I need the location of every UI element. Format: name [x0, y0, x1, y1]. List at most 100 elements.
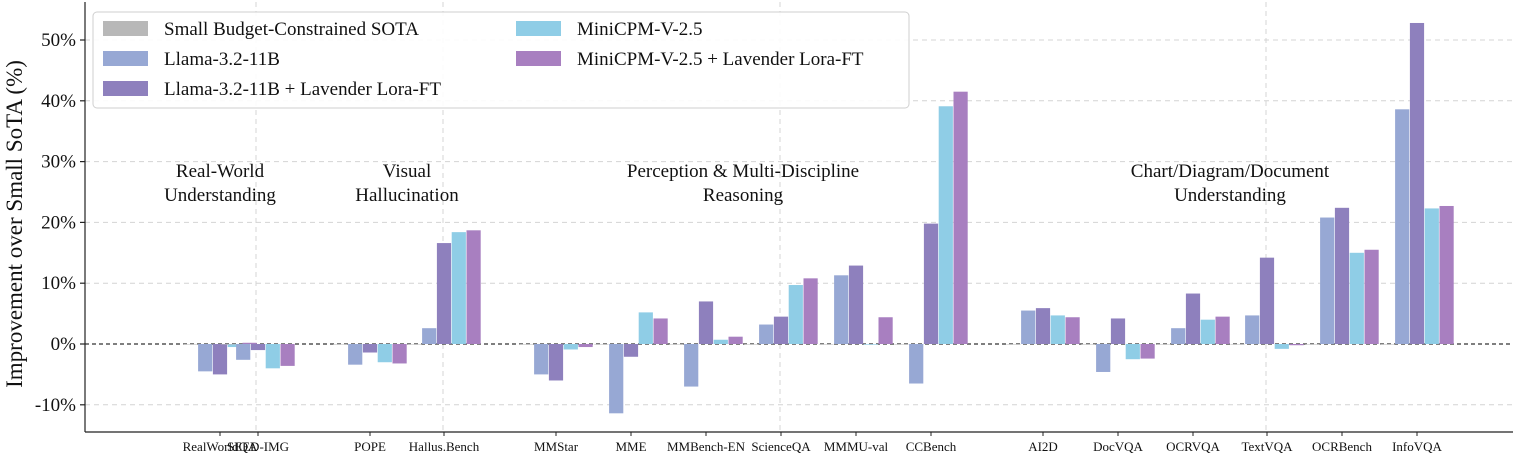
bar: [744, 344, 759, 345]
legend: Small Budget-Constrained SOTA Llama-3.2-1…: [92, 11, 910, 109]
axes: [84, 2, 1513, 433]
bar: [1364, 249, 1379, 344]
x-tick-label: MMMU-val: [824, 439, 889, 454]
bar: [1215, 316, 1230, 344]
group-label: Perception & Multi-Discipline: [627, 161, 859, 182]
y-tick-label: 50%: [41, 30, 76, 51]
y-tick-label: 30%: [41, 152, 76, 173]
bar: [1065, 317, 1080, 344]
group-label: Chart/Diagram/Document: [1131, 161, 1330, 182]
group-label: Hallucination: [355, 185, 459, 206]
bar: [863, 344, 878, 345]
bar: [362, 344, 378, 353]
bar: [250, 344, 266, 351]
bar: [377, 344, 392, 363]
bar: [451, 232, 466, 344]
y-tick-label: 10%: [41, 273, 76, 294]
bar: [242, 342, 257, 344]
y-tick-label: 40%: [41, 91, 76, 112]
x-tick-label: MME: [615, 439, 646, 454]
bar: [1439, 205, 1454, 344]
bar: [1185, 293, 1201, 344]
bar: [1021, 310, 1036, 344]
bar: [183, 344, 198, 345]
group-label: Reasoning: [703, 185, 784, 206]
group-label: Understanding: [1174, 185, 1286, 206]
bar: [698, 301, 714, 344]
legend-swatch: [516, 21, 561, 36]
bar: [563, 344, 578, 350]
bar: [1245, 315, 1260, 344]
legend-label: MiniCPM-V-2.5: [577, 19, 702, 40]
y-tick-label: 20%: [41, 212, 76, 233]
bar: [1125, 344, 1140, 360]
x-tick-label: AI2D: [1028, 439, 1058, 454]
bar: [1424, 208, 1439, 344]
bar: [265, 344, 280, 369]
bar: [803, 278, 818, 344]
bar: [1334, 207, 1350, 344]
x-tick-label: RealWorldQA: [183, 439, 258, 454]
legend-swatch: [103, 21, 148, 36]
bar: [1289, 344, 1304, 346]
bar: [1096, 344, 1111, 372]
bar: [407, 344, 422, 345]
bar: [236, 344, 251, 360]
bar: [280, 344, 295, 366]
legend-swatch: [103, 51, 148, 66]
group-labels: Real-World Understanding Visual Hallucinati…: [164, 161, 1330, 206]
bar: [1081, 344, 1096, 345]
bar: [212, 344, 228, 375]
x-tick-label: SEED-IMG: [227, 439, 289, 454]
bar: [1305, 344, 1320, 345]
bar: [623, 344, 639, 357]
bar: [894, 344, 909, 345]
bar: [392, 344, 407, 364]
legend-swatch: [103, 81, 148, 96]
group-label: Real-World: [176, 161, 265, 182]
bar: [773, 316, 789, 344]
bar: [1050, 315, 1065, 344]
bar: [578, 344, 593, 348]
bar: [819, 344, 834, 345]
x-tick-label: InfoVQA: [1392, 439, 1442, 454]
bar: [466, 230, 481, 344]
bar: [1395, 109, 1410, 344]
bar: [422, 328, 437, 344]
x-tick-label: DocVQA: [1093, 439, 1143, 454]
bar: [1409, 22, 1425, 344]
bar: [1140, 344, 1155, 359]
x-tick-label: MMBench-EN: [667, 439, 746, 454]
legend-label: Llama-3.2-11B + Lavender Lora-FT: [164, 79, 441, 100]
bar: [534, 344, 549, 375]
bar: [684, 344, 699, 387]
bar: [669, 344, 684, 345]
x-tick-label: ScienceQA: [751, 439, 811, 454]
x-tick-label: CCBench: [906, 439, 957, 454]
x-tick-label: MMStar: [534, 439, 579, 454]
legend-swatch: [516, 51, 561, 66]
x-tick-label: Hallus.Bench: [409, 439, 480, 454]
bar: [953, 91, 968, 345]
y-tick-label: -10%: [35, 395, 76, 416]
y-axis-label: Improvement over Small SoTA (%): [2, 60, 27, 388]
bar: [1006, 344, 1021, 345]
bar: [548, 344, 564, 381]
bar: [198, 344, 213, 372]
bar: [436, 243, 452, 344]
bar: [221, 344, 236, 345]
y-tick-label: 0%: [51, 334, 77, 355]
legend-box: [92, 11, 910, 109]
group-label: Visual: [383, 161, 431, 182]
bar: [227, 344, 242, 348]
x-tick-label: OCRVQA: [1166, 439, 1220, 454]
legend-label: Llama-3.2-11B: [164, 49, 280, 70]
bar: [1110, 318, 1126, 344]
bar: [653, 318, 668, 344]
bar: [1156, 344, 1171, 345]
x-tick-label: POPE: [354, 439, 386, 454]
bar: [594, 344, 609, 345]
legend-label: Small Budget-Constrained SOTA: [164, 19, 419, 40]
